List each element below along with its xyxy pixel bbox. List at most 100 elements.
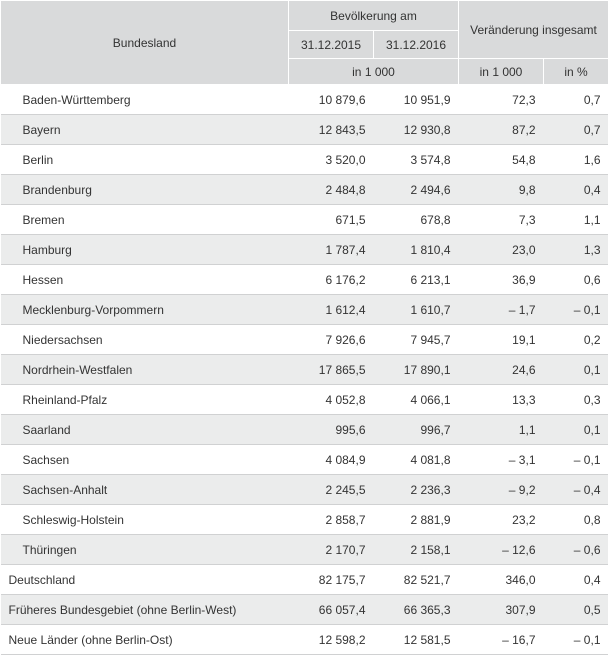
cell-state: Hamburg — [1, 235, 289, 265]
cell-change-pct: 0,7 — [544, 115, 608, 145]
cell-pop-2015: 6 176,2 — [289, 265, 374, 295]
cell-pop-2016: 10 951,9 — [374, 85, 459, 115]
cell-change-abs: 54,8 — [459, 145, 544, 175]
table-row: Brandenburg2 484,82 494,69,80,4 — [1, 175, 608, 205]
table-row: Sachsen4 084,94 081,8– 3,1– 0,1 — [1, 445, 608, 475]
cell-change-pct: 0,4 — [544, 565, 608, 595]
cell-change-pct: 0,7 — [544, 85, 608, 115]
cell-pop-2016: 17 890,1 — [374, 355, 459, 385]
cell-change-abs: 23,2 — [459, 505, 544, 535]
table-row: Hamburg1 787,41 810,423,01,3 — [1, 235, 608, 265]
cell-state: Nordrhein-Westfalen — [1, 355, 289, 385]
table-row: Mecklenburg-Vorpommern1 612,41 610,7– 1,… — [1, 295, 608, 325]
table-row: Bayern12 843,512 930,887,20,7 — [1, 115, 608, 145]
cell-pop-2016: 82 521,7 — [374, 565, 459, 595]
cell-state: Früheres Bundesgebiet (ohne Berlin-West) — [1, 595, 289, 625]
table-row: Deutschland82 175,782 521,7346,00,4 — [1, 565, 608, 595]
cell-state: Saarland — [1, 415, 289, 445]
cell-pop-2015: 1 787,4 — [289, 235, 374, 265]
col-change-group: Veränderung insgesamt — [459, 1, 608, 59]
cell-pop-2015: 2 245,5 — [289, 475, 374, 505]
col-unit-percent: in % — [544, 59, 608, 85]
cell-pop-2016: 996,7 — [374, 415, 459, 445]
cell-state: Sachsen — [1, 445, 289, 475]
cell-change-pct: 1,6 — [544, 145, 608, 175]
table-row: Sachsen-Anhalt2 245,52 236,3– 9,2– 0,4 — [1, 475, 608, 505]
cell-change-abs: – 16,7 — [459, 625, 544, 655]
cell-change-pct: 1,3 — [544, 235, 608, 265]
cell-pop-2015: 17 865,5 — [289, 355, 374, 385]
table-row: Hessen6 176,26 213,136,90,6 — [1, 265, 608, 295]
cell-change-abs: 72,3 — [459, 85, 544, 115]
cell-change-pct: – 0,1 — [544, 445, 608, 475]
cell-change-pct: 0,8 — [544, 505, 608, 535]
cell-pop-2015: 7 926,6 — [289, 325, 374, 355]
cell-pop-2016: 1 810,4 — [374, 235, 459, 265]
cell-pop-2016: 678,8 — [374, 205, 459, 235]
cell-pop-2016: 12 930,8 — [374, 115, 459, 145]
cell-change-abs: 87,2 — [459, 115, 544, 145]
cell-change-abs: 9,8 — [459, 175, 544, 205]
cell-pop-2015: 10 879,6 — [289, 85, 374, 115]
cell-pop-2015: 995,6 — [289, 415, 374, 445]
cell-state: Bremen — [1, 205, 289, 235]
table-row: Rheinland-Pfalz4 052,84 066,113,30,3 — [1, 385, 608, 415]
table-row: Schleswig-Holstein2 858,72 881,923,20,8 — [1, 505, 608, 535]
cell-pop-2015: 66 057,4 — [289, 595, 374, 625]
cell-change-abs: 346,0 — [459, 565, 544, 595]
cell-state: Berlin — [1, 145, 289, 175]
cell-change-abs: – 1,7 — [459, 295, 544, 325]
table-row: Thüringen2 170,72 158,1– 12,6– 0,6 — [1, 535, 608, 565]
cell-pop-2015: 12 843,5 — [289, 115, 374, 145]
cell-state: Baden-Württemberg — [1, 85, 289, 115]
cell-state: Neue Länder (ohne Berlin-Ost) — [1, 625, 289, 655]
col-population-group: Bevölkerung am — [289, 1, 459, 31]
cell-state: Schleswig-Holstein — [1, 505, 289, 535]
cell-pop-2016: 1 610,7 — [374, 295, 459, 325]
cell-pop-2015: 2 484,8 — [289, 175, 374, 205]
table-row: Berlin3 520,03 574,854,81,6 — [1, 145, 608, 175]
cell-change-pct: 0,3 — [544, 385, 608, 415]
cell-change-abs: 23,0 — [459, 235, 544, 265]
cell-pop-2016: 6 213,1 — [374, 265, 459, 295]
cell-change-pct: – 0,1 — [544, 625, 608, 655]
cell-change-abs: – 12,6 — [459, 535, 544, 565]
population-table-container: Bundesland Bevölkerung am Veränderung in… — [0, 0, 608, 655]
cell-state: Hessen — [1, 265, 289, 295]
cell-pop-2015: 4 084,9 — [289, 445, 374, 475]
table-header: Bundesland Bevölkerung am Veränderung in… — [1, 1, 608, 85]
cell-pop-2015: 1 612,4 — [289, 295, 374, 325]
cell-pop-2016: 2 158,1 — [374, 535, 459, 565]
cell-pop-2015: 12 598,2 — [289, 625, 374, 655]
cell-change-pct: 0,5 — [544, 595, 608, 625]
cell-change-abs: 13,3 — [459, 385, 544, 415]
cell-change-abs: 307,9 — [459, 595, 544, 625]
cell-pop-2016: 3 574,8 — [374, 145, 459, 175]
cell-state: Niedersachsen — [1, 325, 289, 355]
col-unit-thousand-chg: in 1 000 — [459, 59, 544, 85]
cell-change-abs: – 3,1 — [459, 445, 544, 475]
cell-change-pct: 0,6 — [544, 265, 608, 295]
cell-change-pct: 0,2 — [544, 325, 608, 355]
cell-pop-2016: 2 881,9 — [374, 505, 459, 535]
cell-pop-2015: 4 052,8 — [289, 385, 374, 415]
cell-pop-2016: 7 945,7 — [374, 325, 459, 355]
table-row: Nordrhein-Westfalen17 865,517 890,124,60… — [1, 355, 608, 385]
population-table: Bundesland Bevölkerung am Veränderung in… — [0, 0, 608, 655]
cell-state: Rheinland-Pfalz — [1, 385, 289, 415]
cell-pop-2016: 12 581,5 — [374, 625, 459, 655]
cell-change-abs: – 9,2 — [459, 475, 544, 505]
cell-change-abs: 1,1 — [459, 415, 544, 445]
col-date-2016: 31.12.2016 — [374, 31, 459, 59]
cell-change-pct: 1,1 — [544, 205, 608, 235]
cell-change-pct: – 0,4 — [544, 475, 608, 505]
table-row: Niedersachsen7 926,67 945,719,10,2 — [1, 325, 608, 355]
cell-change-abs: 36,9 — [459, 265, 544, 295]
cell-state: Deutschland — [1, 565, 289, 595]
cell-change-abs: 19,1 — [459, 325, 544, 355]
cell-change-abs: 24,6 — [459, 355, 544, 385]
cell-pop-2016: 2 236,3 — [374, 475, 459, 505]
cell-change-pct: 0,1 — [544, 355, 608, 385]
table-row: Bremen671,5678,87,31,1 — [1, 205, 608, 235]
table-row: Baden-Württemberg10 879,610 951,972,30,7 — [1, 85, 608, 115]
